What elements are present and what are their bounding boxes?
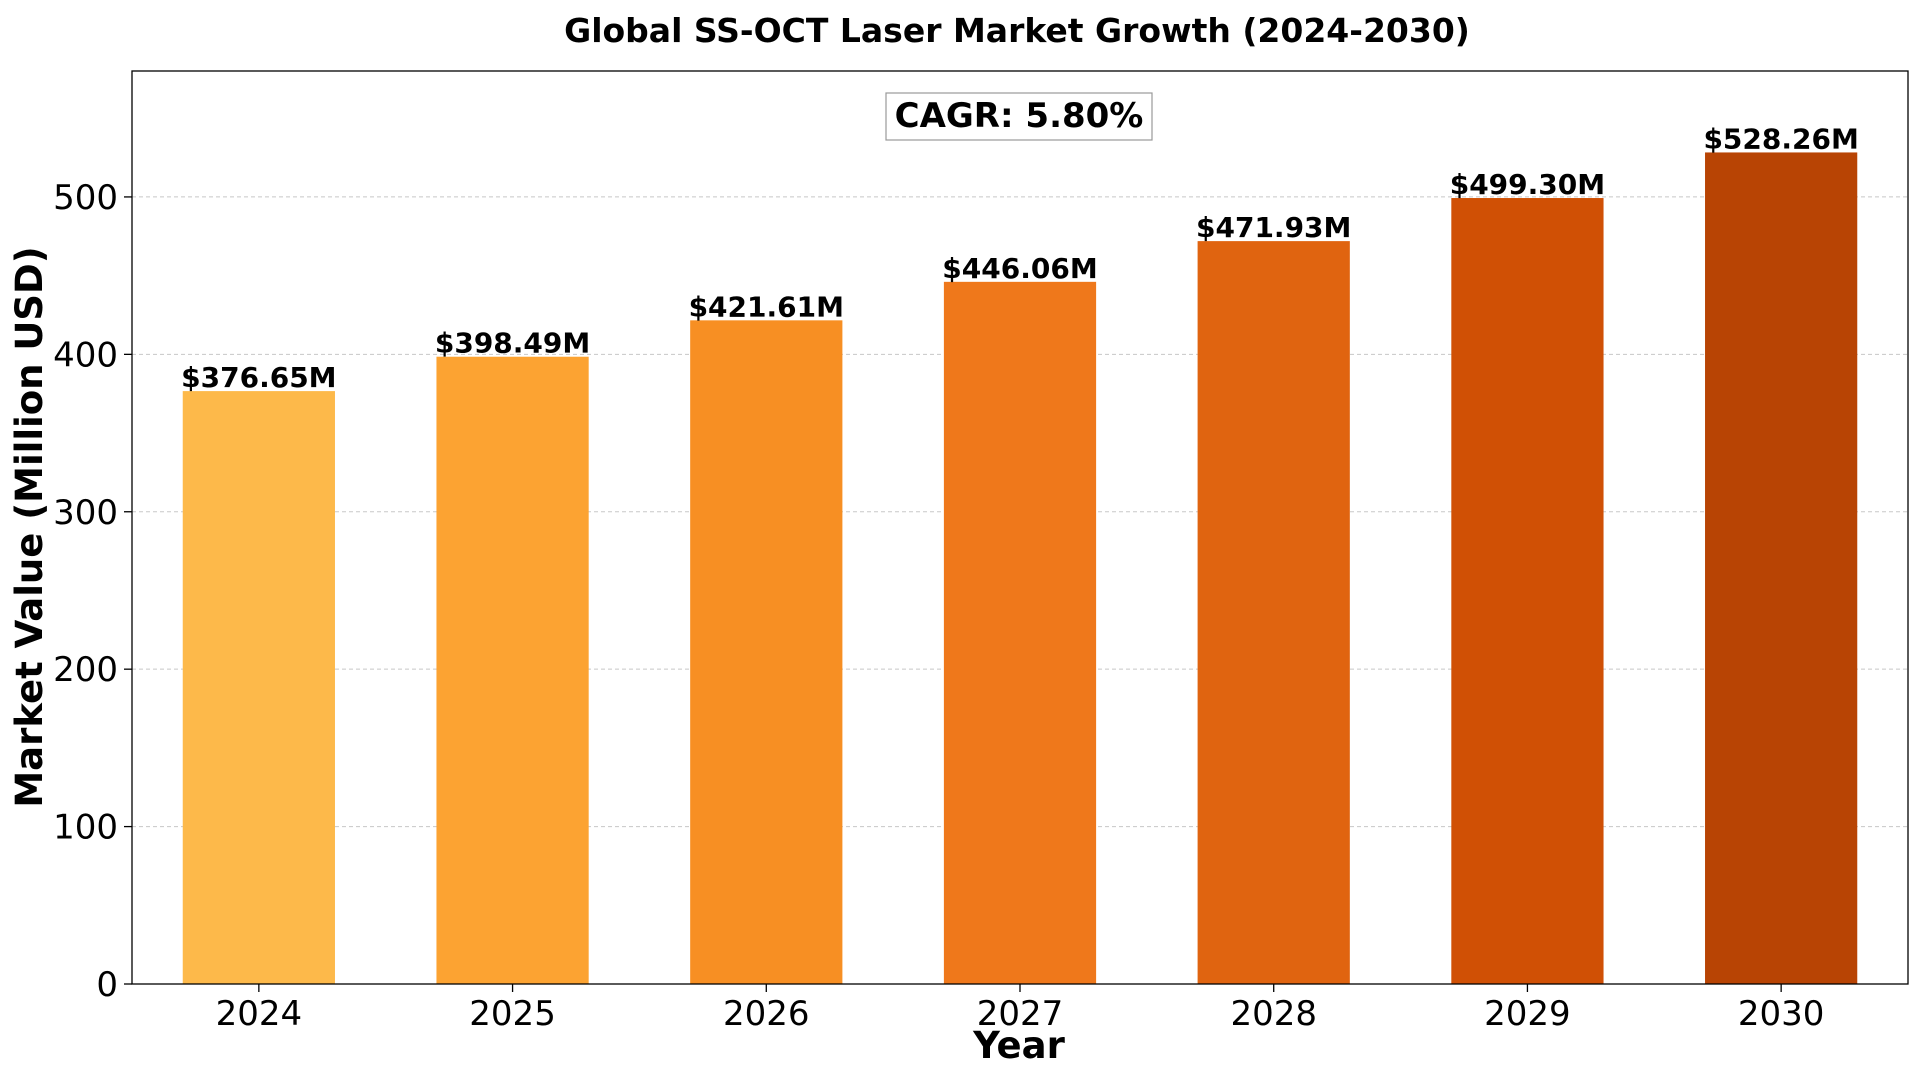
bar-2024 (182, 391, 335, 984)
y-axis-ticks: 0 100 200 300 400 500 (53, 178, 132, 1005)
x-tick-label: 2029 (1484, 994, 1571, 1034)
bar-2027 (943, 281, 1097, 984)
gridlines (132, 196, 1908, 828)
bar-2025 (436, 356, 589, 984)
x-tick-label: 2028 (1230, 994, 1317, 1034)
x-tick-label: 2024 (216, 994, 303, 1034)
bar-value-label: $528.26M (1703, 122, 1858, 155)
bar-value-label: $499.30M (1450, 168, 1605, 201)
bar-value-labels: $376.65M $398.49M $421.61M $446.06M $471.93M… (181, 122, 1859, 394)
bar-2026 (690, 320, 843, 984)
chart-title: Global SS-OCT Laser Market Growth (2024-… (564, 11, 1470, 50)
y-tick-label: 300 (53, 493, 118, 533)
y-tick-label: 100 (53, 808, 118, 848)
cagr-annotation: CAGR: 5.80% (885, 92, 1153, 141)
bar-2029 (1451, 198, 1604, 984)
x-axis-ticks: 2024 2025 2026 2027 2028 2029 2030 (216, 984, 1825, 1034)
x-tick-label: 2027 (977, 994, 1064, 1034)
y-tick-label: 200 (53, 650, 118, 690)
x-tick-label: 2030 (1738, 994, 1825, 1034)
bar-value-label: $376.65M (181, 361, 336, 394)
y-tick-label: 400 (53, 335, 118, 375)
y-tick-label: 500 (53, 178, 118, 218)
bar-2028 (1197, 241, 1350, 985)
cagr-text: CAGR: 5.80% (895, 96, 1144, 136)
x-axis-label: Year (972, 1024, 1065, 1067)
bar-value-label: $471.93M (1196, 211, 1351, 244)
y-axis-label: Market Value (Million USD) (8, 246, 51, 807)
bar-value-label: $446.06M (942, 252, 1097, 285)
bar-value-label: $421.61M (689, 290, 844, 323)
cagr-box (885, 92, 1153, 141)
bars (182, 152, 1858, 985)
x-tick-label: 2026 (723, 994, 810, 1034)
x-tick-label: 2025 (469, 994, 556, 1034)
bar-2030 (1705, 152, 1858, 984)
y-tick-label: 0 (96, 965, 118, 1005)
bar-value-label: $398.49M (435, 327, 590, 360)
